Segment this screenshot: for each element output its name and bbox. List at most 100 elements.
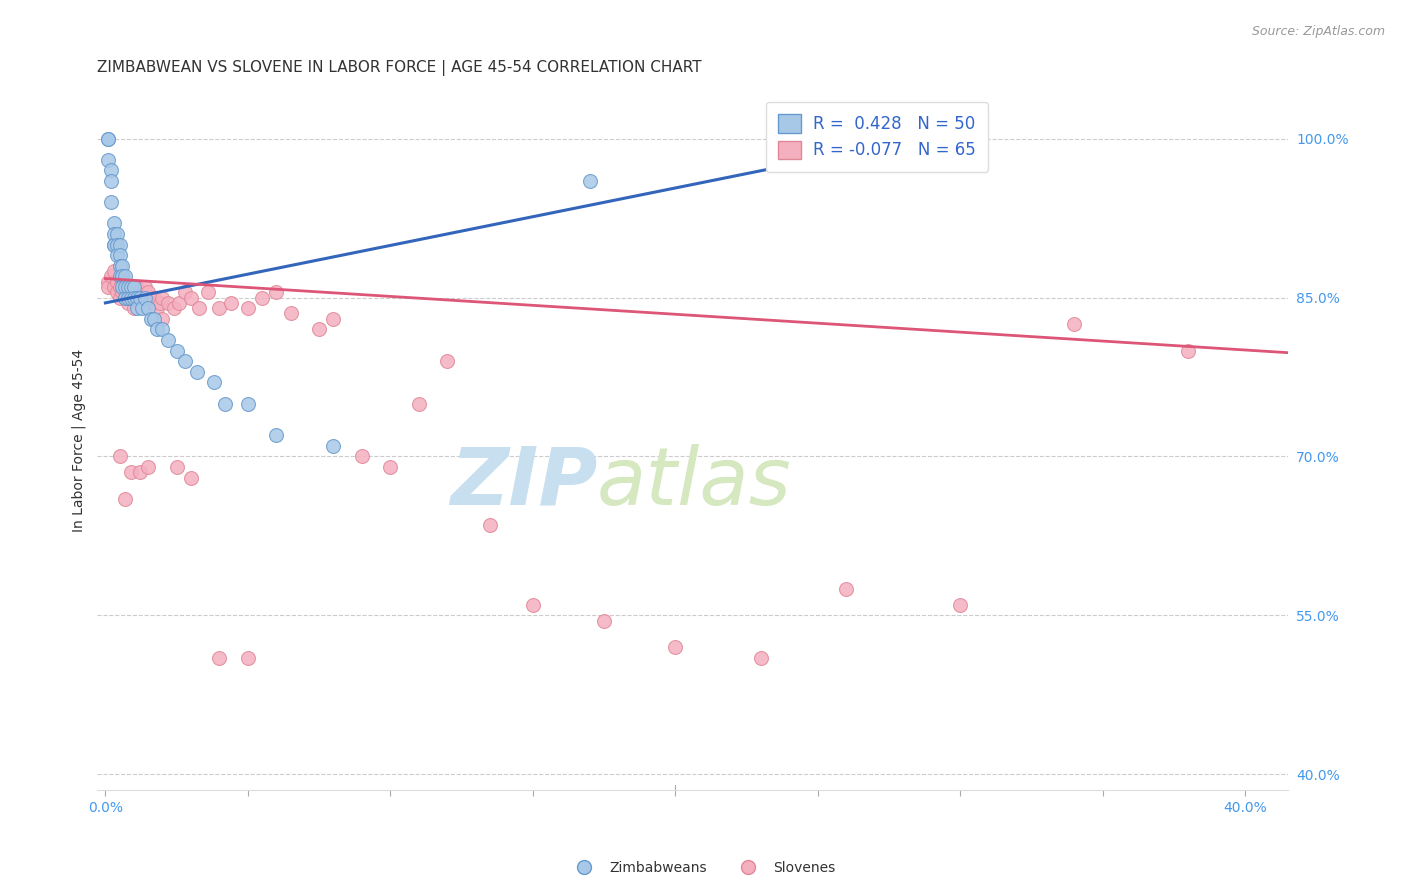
Point [111, 269, 134, 284]
Point [100, 195, 122, 210]
Point [117, 296, 139, 310]
Point [136, 301, 159, 316]
Point [174, 285, 197, 300]
Point [169, 296, 191, 310]
Point [180, 291, 202, 305]
Point [134, 291, 156, 305]
Point [266, 428, 288, 442]
Point [593, 614, 616, 628]
Point [122, 301, 145, 316]
Point [105, 227, 128, 241]
Point [97, 153, 120, 167]
Point [111, 280, 134, 294]
Point [114, 280, 136, 294]
Point [197, 285, 219, 300]
Point [97, 280, 120, 294]
Point [120, 291, 142, 305]
Point [436, 354, 458, 368]
Point [145, 322, 167, 336]
Text: Source: ZipAtlas.com: Source: ZipAtlas.com [1251, 25, 1385, 38]
Point [103, 217, 125, 231]
Point [208, 650, 231, 665]
Point [125, 280, 148, 294]
Point [122, 280, 145, 294]
Point [120, 291, 142, 305]
Point [134, 280, 156, 294]
Point [108, 269, 131, 284]
Point [139, 296, 162, 310]
Point [103, 237, 125, 252]
Point [139, 311, 162, 326]
Text: ZIP: ZIP [450, 443, 598, 522]
Point [100, 269, 122, 284]
Point [949, 598, 972, 612]
Point [145, 301, 167, 316]
Point [308, 322, 330, 336]
Point [1063, 317, 1085, 331]
Point [131, 291, 153, 305]
Point [103, 227, 125, 241]
Point [749, 650, 772, 665]
Point [163, 301, 186, 316]
Point [103, 264, 125, 278]
Point [108, 280, 131, 294]
Point [97, 132, 120, 146]
Point [322, 439, 344, 453]
Point [835, 582, 858, 596]
Point [117, 280, 139, 294]
Point [122, 291, 145, 305]
Point [408, 396, 430, 410]
Point [142, 311, 165, 326]
Point [117, 280, 139, 294]
Point [120, 280, 142, 294]
Point [117, 291, 139, 305]
Point [1177, 343, 1199, 358]
Point [136, 460, 159, 475]
Point [111, 269, 134, 284]
Point [166, 460, 188, 475]
Point [105, 237, 128, 252]
Point [380, 460, 402, 475]
Point [108, 248, 131, 262]
Point [188, 301, 211, 316]
Point [100, 163, 122, 178]
Point [114, 491, 136, 506]
Point [236, 650, 259, 665]
Point [150, 322, 173, 336]
Point [136, 285, 159, 300]
Point [250, 291, 273, 305]
Point [114, 269, 136, 284]
Text: atlas: atlas [598, 443, 792, 522]
Point [157, 333, 180, 347]
Point [214, 396, 236, 410]
Point [150, 311, 173, 326]
Point [122, 285, 145, 300]
Point [105, 285, 128, 300]
Point [219, 296, 242, 310]
Point [97, 132, 120, 146]
Point [664, 640, 686, 654]
Point [148, 296, 170, 310]
Point [202, 376, 225, 390]
Point [97, 275, 120, 289]
Point [174, 354, 197, 368]
Point [114, 291, 136, 305]
Y-axis label: In Labor Force | Age 45-54: In Labor Force | Age 45-54 [72, 349, 86, 533]
Point [125, 291, 148, 305]
Legend: Zimbabweans, Slovenes: Zimbabweans, Slovenes [565, 855, 841, 880]
Legend: R =  0.428   N = 50, R = -0.077   N = 65: R = 0.428 N = 50, R = -0.077 N = 65 [766, 103, 988, 171]
Point [111, 259, 134, 273]
Point [186, 365, 208, 379]
Point [157, 296, 180, 310]
Point [105, 275, 128, 289]
Point [322, 311, 344, 326]
Point [125, 301, 148, 316]
Point [108, 450, 131, 464]
Point [108, 259, 131, 273]
Point [103, 280, 125, 294]
Point [236, 301, 259, 316]
Point [131, 301, 153, 316]
Point [180, 471, 202, 485]
Point [108, 237, 131, 252]
Text: ZIMBABWEAN VS SLOVENE IN LABOR FORCE | AGE 45-54 CORRELATION CHART: ZIMBABWEAN VS SLOVENE IN LABOR FORCE | A… [97, 60, 702, 76]
